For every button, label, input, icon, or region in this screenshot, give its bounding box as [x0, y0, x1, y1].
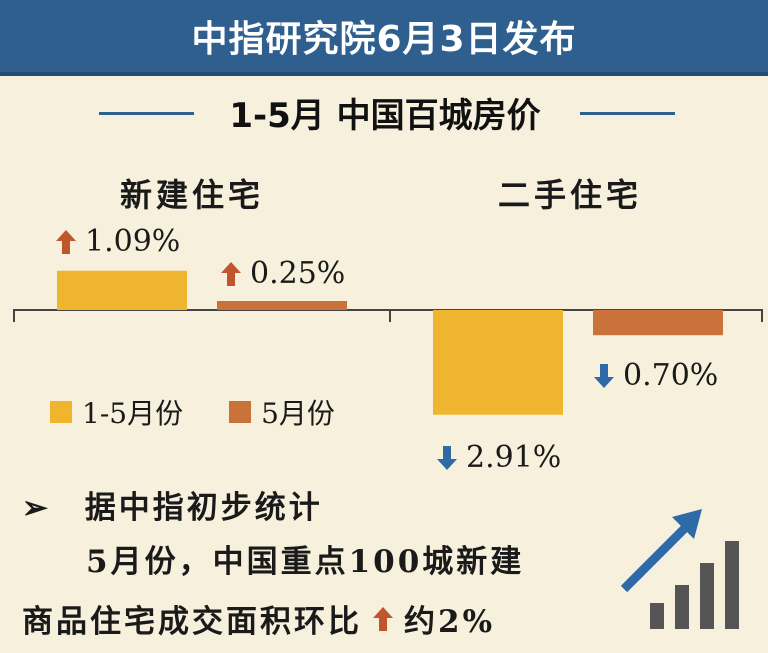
note-line-3-value: 约2%: [404, 604, 496, 640]
subtitle-row: 1-5月 中国百城房价: [0, 88, 768, 138]
group-label-used: 二手住宅: [498, 176, 643, 214]
up-arrow-icon: [220, 261, 242, 287]
bar-new-ytd: [57, 270, 187, 310]
down-arrow-icon: [436, 445, 458, 471]
down-arrow-icon: [593, 363, 615, 389]
value-text: 1.09%: [85, 224, 181, 259]
banner-title: 中指研究院6月3日发布: [191, 19, 577, 60]
subtitle-rule-left: [99, 112, 194, 115]
value-label-new-may: 0.25%: [220, 256, 345, 291]
up-arrow-icon: [372, 606, 394, 632]
legend: 1-5月份 5月份: [50, 392, 335, 432]
value-text: 2.91%: [466, 440, 562, 475]
bar-used-may: [593, 310, 723, 336]
bar-new-may: [217, 301, 347, 310]
note-line-1: 据中指初步统计: [84, 490, 323, 526]
legend-label-may: 5月份: [261, 397, 335, 430]
arrow-bullet-icon: ➢: [22, 490, 48, 526]
growth-chart-icon: [610, 505, 750, 633]
value-text: 0.70%: [623, 358, 719, 393]
legend-swatch-ytd: [50, 401, 72, 423]
group-label-new: 新建住宅: [120, 176, 265, 214]
value-label-used-ytd: 2.91%: [436, 440, 561, 475]
bar-used-ytd: [433, 310, 563, 415]
note-line-3-row: 商品住宅成交面积环比 约2%: [22, 596, 495, 641]
legend-swatch-may: [229, 401, 252, 423]
note-line-2: 5月份，中国重点100城新建: [86, 544, 525, 580]
value-text: 0.25%: [250, 256, 346, 291]
chart-subtitle: 1-5月 中国百城房价: [229, 96, 541, 136]
up-arrow-icon: [55, 229, 77, 255]
legend-label-ytd: 1-5月份: [82, 397, 184, 430]
value-label-used-may: 0.70%: [593, 358, 718, 393]
header-banner: 中指研究院6月3日发布: [0, 0, 768, 76]
subtitle-rule-right: [580, 112, 675, 115]
note-heading: ➢ 据中指初步统计: [22, 482, 323, 527]
note-line-3: 商品住宅成交面积环比: [22, 604, 362, 640]
value-label-new-ytd: 1.09%: [55, 224, 180, 259]
